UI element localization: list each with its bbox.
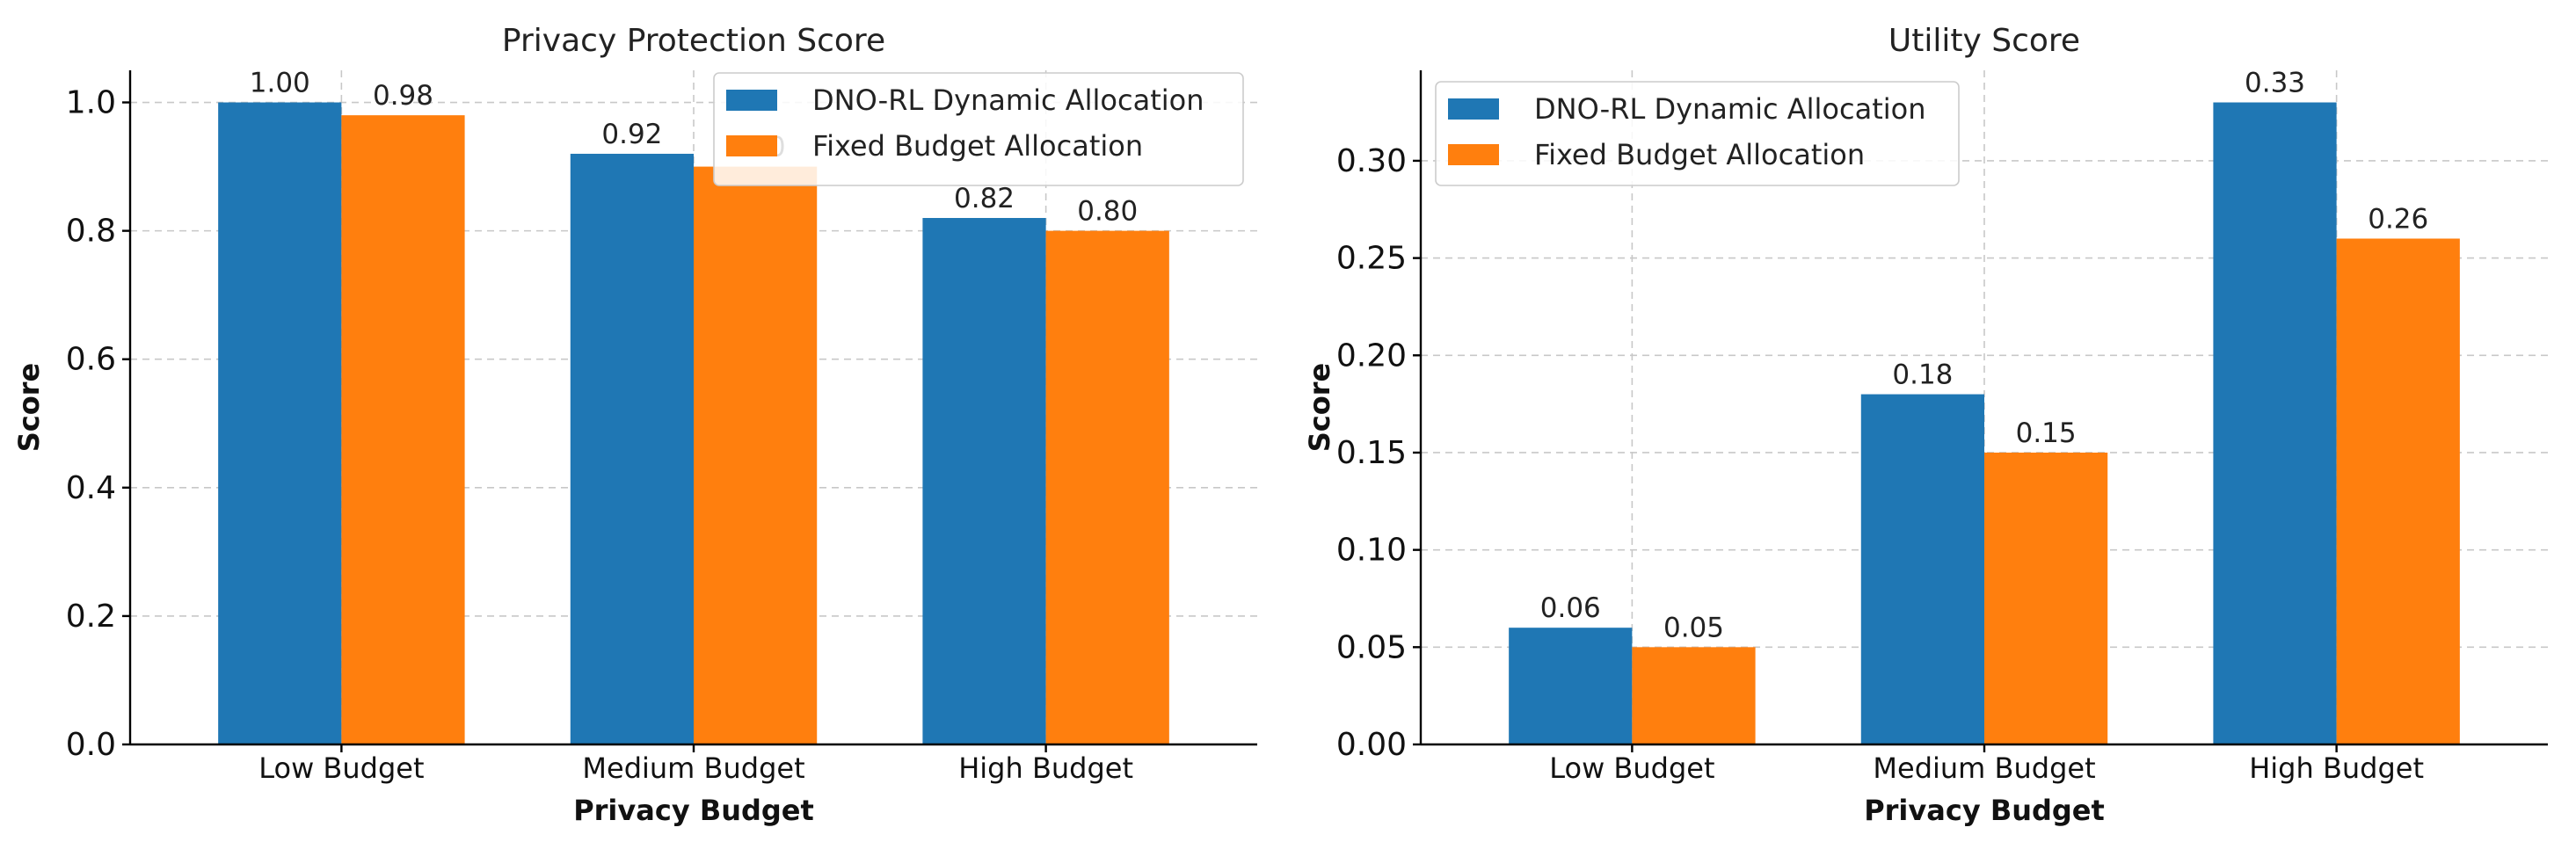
bar-fixed-2 bbox=[2336, 238, 2460, 745]
legend-label: DNO-RL Dynamic Allocation bbox=[812, 83, 1204, 117]
y-tick-label: 0.0 bbox=[66, 727, 116, 763]
y-tick-label: 0.05 bbox=[1336, 629, 1407, 665]
x-tick-label: High Budget bbox=[958, 751, 1133, 785]
bar-value-label: 0.26 bbox=[2368, 203, 2428, 235]
bar-dno-rl-0 bbox=[218, 102, 342, 745]
x-tick-label: High Budget bbox=[2249, 751, 2424, 785]
legend-label: Fixed Budget Allocation bbox=[812, 129, 1143, 163]
bar-dno-rl-2 bbox=[2213, 102, 2337, 745]
x-axis-title: Privacy Budget bbox=[1864, 794, 2105, 827]
bar-dno-rl-1 bbox=[1860, 394, 1984, 744]
bar-value-label: 0.18 bbox=[1892, 359, 1953, 391]
y-tick-label: 1.0 bbox=[66, 85, 116, 121]
y-tick-label: 0.15 bbox=[1336, 435, 1407, 471]
x-tick-label: Low Budget bbox=[1549, 751, 1714, 785]
legend: DNO-RL Dynamic Allocation Fixed Budget Al… bbox=[1435, 81, 1960, 186]
legend-swatch-fixed bbox=[1448, 144, 1499, 165]
chart-title: Privacy Protection Score bbox=[502, 23, 885, 59]
bar-fixed-0 bbox=[1632, 647, 1756, 744]
bar-value-label: 0.15 bbox=[2016, 417, 2077, 449]
y-tick-label: 0.6 bbox=[66, 342, 116, 378]
bar-dno-rl-0 bbox=[1509, 628, 1633, 744]
legend-swatch-fixed bbox=[726, 135, 777, 156]
bar-dno-rl-1 bbox=[570, 153, 694, 744]
legend-swatch-dno-rl bbox=[1448, 98, 1499, 120]
bar-fixed-0 bbox=[341, 115, 465, 745]
bar-value-label: 0.06 bbox=[1540, 592, 1601, 624]
x-tick-label: Medium Budget bbox=[1873, 751, 2095, 785]
bar-value-label: 1.00 bbox=[250, 68, 310, 99]
y-tick-label: 0.20 bbox=[1336, 338, 1407, 374]
bar-fixed-1 bbox=[1984, 452, 2108, 744]
bar-value-label: 0.33 bbox=[2245, 68, 2305, 99]
y-tick-label: 0.8 bbox=[66, 214, 116, 250]
bar-value-label: 0.05 bbox=[1663, 612, 1724, 643]
privacy-protection-chart: 1.000.920.820.980.900.800.00.20.40.60.81… bbox=[12, 23, 1257, 827]
y-tick-label: 0.10 bbox=[1336, 533, 1407, 569]
x-tick-label: Low Budget bbox=[258, 751, 424, 785]
legend-swatch-dno-rl bbox=[726, 90, 777, 111]
legend: DNO-RL Dynamic Allocation Fixed Budget Al… bbox=[713, 72, 1244, 186]
bar-value-label: 0.82 bbox=[954, 183, 1015, 214]
utility-chart: 0.06 0.18 0.33 0.05 0.15 0.26 0.00 0.05 0.10 0.15… bbox=[1303, 23, 2548, 827]
bar-value-label: 0.98 bbox=[373, 80, 433, 112]
x-tick-label: Medium Budget bbox=[582, 751, 804, 785]
bar-value-label: 0.92 bbox=[601, 119, 662, 150]
y-axis-title: Score bbox=[12, 363, 46, 452]
y-tick-label: 0.25 bbox=[1336, 241, 1407, 277]
y-tick-label: 0.00 bbox=[1336, 727, 1407, 763]
bar-value-label: 0.80 bbox=[1077, 196, 1138, 228]
y-tick-label: 0.30 bbox=[1336, 143, 1407, 179]
bar-fixed-2 bbox=[1045, 230, 1169, 745]
legend-label: DNO-RL Dynamic Allocation bbox=[1534, 92, 1925, 126]
legend-box bbox=[1435, 81, 1960, 186]
bar-fixed-1 bbox=[694, 166, 818, 745]
bar-dno-rl-2 bbox=[922, 218, 1046, 744]
chart-title: Utility Score bbox=[1888, 23, 2080, 59]
legend-label: Fixed Budget Allocation bbox=[1534, 138, 1865, 171]
y-tick-label: 0.4 bbox=[66, 470, 116, 506]
legend-box bbox=[713, 72, 1244, 186]
x-axis-title: Privacy Budget bbox=[573, 794, 814, 827]
y-tick-label: 0.2 bbox=[66, 599, 116, 635]
y-axis-title: Score bbox=[1303, 363, 1336, 452]
